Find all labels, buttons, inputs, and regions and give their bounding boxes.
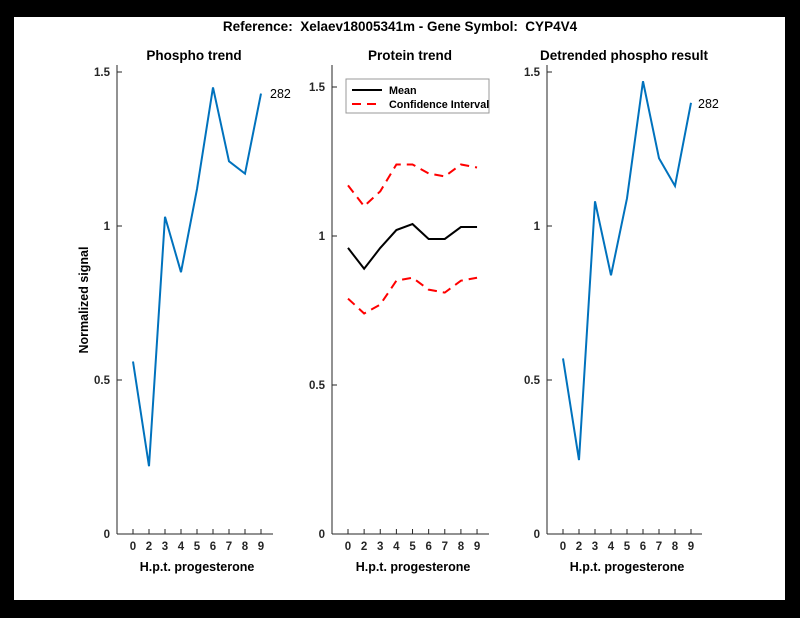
y-tick-label: 0.5 bbox=[94, 375, 111, 387]
series-line-phospho-signal bbox=[132, 87, 262, 467]
x-tick-label: 8 bbox=[242, 541, 249, 553]
series-line-mean bbox=[347, 222, 478, 271]
x-tick-label: 2 bbox=[146, 541, 152, 553]
series-line-upper-confidence-interval bbox=[347, 163, 478, 208]
x-axis-label: H.p.t. progesterone bbox=[570, 560, 685, 574]
y-tick-label: 1.5 bbox=[524, 67, 541, 79]
x-tick-label: 2 bbox=[576, 541, 582, 553]
x-tick-label: 5 bbox=[624, 541, 631, 553]
x-tick-label: 8 bbox=[458, 541, 465, 553]
x-tick-label: 2 bbox=[361, 541, 367, 553]
legend-box bbox=[345, 78, 490, 114]
subplot-title: Phospho trend bbox=[146, 48, 241, 63]
subplot-title: Detrended phospho result bbox=[540, 48, 709, 63]
x-tick-label: 4 bbox=[178, 541, 185, 553]
figure-title: Reference: Xelaev18005341m - Gene Symbol… bbox=[223, 19, 578, 34]
x-axis-label: H.p.t. progesterone bbox=[140, 560, 255, 574]
x-tick-label: 5 bbox=[409, 541, 416, 553]
subplot-phospho-trend: Phospho trend H.p.t. progesterone Normal… bbox=[77, 48, 291, 574]
x-tick-label: 9 bbox=[688, 541, 694, 553]
series-line-lower-confidence-interval bbox=[347, 276, 478, 315]
legend-label-confidence-interval: Confidence Interval bbox=[389, 99, 489, 111]
y-tick-label: 0 bbox=[319, 529, 325, 541]
y-tick-label: 1.5 bbox=[309, 82, 326, 94]
x-tick-label: 3 bbox=[162, 541, 168, 553]
y-tick-label: 0 bbox=[104, 529, 110, 541]
x-tick-label: 4 bbox=[393, 541, 400, 553]
y-tick-label: 0.5 bbox=[524, 375, 541, 387]
y-tick-label: 1.5 bbox=[94, 67, 111, 79]
y-axis-label: Normalized signal bbox=[77, 247, 91, 354]
series-end-annotation: 282 bbox=[698, 97, 719, 111]
x-tick-label: 7 bbox=[226, 541, 232, 553]
figure-background bbox=[14, 17, 785, 600]
legend-label-mean: Mean bbox=[389, 85, 417, 97]
series-end-annotation: 282 bbox=[270, 87, 291, 101]
y-tick-label: 1 bbox=[319, 231, 326, 243]
x-tick-label: 0 bbox=[130, 541, 136, 553]
y-tick-label: 0 bbox=[534, 529, 540, 541]
x-tick-label: 6 bbox=[640, 541, 646, 553]
y-tick-label: 1 bbox=[534, 221, 541, 233]
x-axis-label: H.p.t. progesterone bbox=[356, 560, 471, 574]
y-tick-label: 0.5 bbox=[309, 380, 326, 392]
series-line-detrended-phospho-signal bbox=[562, 81, 692, 461]
y-tick-label: 1 bbox=[104, 221, 111, 233]
x-tick-label: 9 bbox=[258, 541, 264, 553]
x-tick-label: 7 bbox=[656, 541, 662, 553]
x-tick-label: 0 bbox=[560, 541, 566, 553]
x-tick-label: 3 bbox=[592, 541, 598, 553]
x-tick-label: 7 bbox=[442, 541, 448, 553]
x-tick-label: 6 bbox=[425, 541, 431, 553]
x-tick-label: 4 bbox=[608, 541, 615, 553]
subplot-title: Protein trend bbox=[368, 48, 452, 63]
x-tick-label: 5 bbox=[194, 541, 201, 553]
x-tick-label: 3 bbox=[377, 541, 383, 553]
x-tick-label: 6 bbox=[210, 541, 216, 553]
legend: Mean Confidence Interval bbox=[345, 78, 490, 114]
x-tick-label: 0 bbox=[345, 541, 351, 553]
x-tick-label: 9 bbox=[474, 541, 480, 553]
subplot-detrended-phospho: Detrended phospho result H.p.t. progeste… bbox=[524, 48, 719, 574]
x-tick-label: 8 bbox=[672, 541, 679, 553]
